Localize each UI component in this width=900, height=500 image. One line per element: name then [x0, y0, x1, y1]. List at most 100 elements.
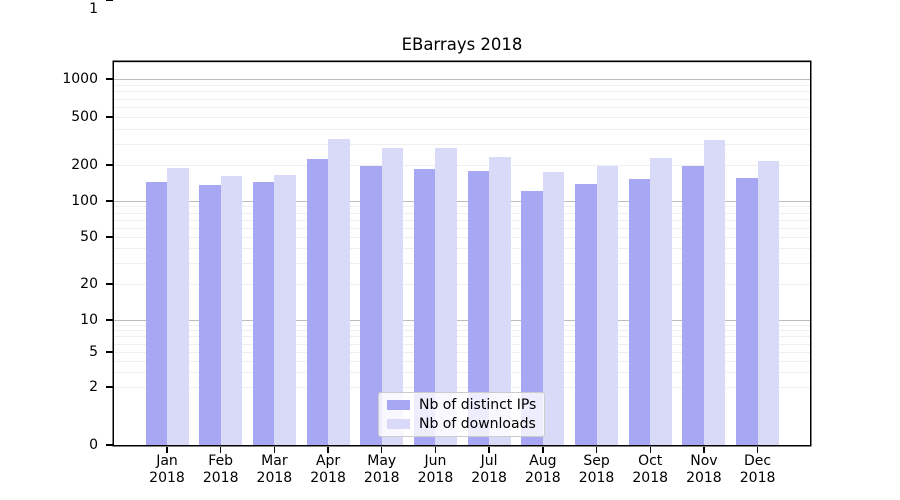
gridline-600 [114, 107, 810, 108]
gridline-60 [114, 227, 810, 229]
bar-oct-distinct-ips [628, 178, 651, 445]
bar-jul-downloads [489, 157, 511, 445]
bar-dec-downloads [757, 160, 780, 445]
x-tick-aug [542, 446, 544, 453]
x-tick-month-may: May [367, 453, 397, 469]
x-tick-year-feb: 2018 [202, 470, 239, 486]
y-tick-0 [106, 444, 113, 446]
bar-mar-downloads [274, 174, 296, 445]
x-tick-month-jan: Jan [156, 453, 178, 469]
gridline-900 [114, 84, 810, 86]
x-tick-dec [756, 446, 759, 453]
x-tick-month-jul: Jul [480, 453, 498, 469]
bar-mar-distinct-ips [252, 182, 275, 445]
x-tick-label-mar: Mar 2018 [242, 453, 306, 487]
x-tick-label-jul: Jul 2018 [457, 453, 521, 487]
x-tick-year-sep: 2018 [578, 470, 615, 486]
bar-aug-downloads [542, 171, 565, 445]
gridline-6 [114, 343, 810, 345]
x-tick-feb [219, 446, 222, 453]
x-tick-apr [327, 446, 329, 453]
x-tick-nov [703, 446, 705, 453]
gridline-80 [114, 212, 810, 214]
bar-jan-downloads [167, 167, 189, 445]
legend-swatch-distinct-ips [387, 400, 410, 410]
legend: Nb of distinct IPs Nb of downloads [378, 392, 545, 437]
bar-jan-distinct-ips [145, 182, 167, 445]
gridline-2 [114, 387, 810, 388]
gridline-40 [114, 248, 810, 250]
gridline-70 [114, 219, 810, 221]
gridline-3 [114, 371, 810, 373]
x-tick-label-oct: Oct 2018 [618, 453, 682, 487]
x-tick-label-sep: Sep 2018 [565, 453, 629, 487]
bar-apr-downloads [328, 138, 350, 445]
gridline-90 [114, 206, 810, 208]
x-tick-month-apr: Apr [315, 453, 341, 469]
x-tick-label-dec: Dec 2018 [726, 453, 790, 487]
y-tick-label-100: 100 [71, 193, 98, 209]
gridline-700 [114, 98, 810, 100]
x-tick-label-jan: Jan 2018 [135, 453, 199, 487]
x-tick-month-jun: Jun [424, 453, 447, 469]
gridline-4 [114, 360, 810, 362]
gridline-1000 [114, 79, 810, 80]
x-tick-year-dec: 2018 [739, 470, 776, 486]
x-tick-jun [434, 446, 437, 453]
gridline-300 [114, 143, 810, 145]
x-tick-label-nov: Nov 2018 [672, 453, 736, 487]
y-tick-5 [106, 351, 113, 353]
bar-sep-distinct-ips [575, 184, 597, 445]
gridline-30 [114, 263, 810, 265]
y-tick-label-1: 1 [89, 1, 98, 17]
x-tick-may [381, 446, 383, 453]
bar-may-downloads [381, 148, 404, 445]
gridline-9 [114, 324, 810, 326]
bar-nov-distinct-ips [682, 165, 704, 445]
x-tick-month-sep: Sep [583, 453, 610, 469]
y-tick-label-5: 5 [89, 344, 98, 360]
legend-label-distinct-ips: Nb of distinct IPs [419, 396, 537, 413]
x-tick-year-mar: 2018 [256, 470, 293, 486]
x-tick-label-aug: Aug 2018 [511, 453, 575, 487]
legend-item-distinct-ips: Nb of distinct IPs [387, 396, 537, 413]
bar-may-distinct-ips [360, 165, 382, 445]
x-tick-label-apr: Apr 2018 [296, 453, 360, 487]
y-tick-200 [106, 164, 113, 166]
bar-nov-downloads [703, 139, 726, 445]
chart-title: EBarrays 2018 [401, 35, 523, 54]
gridline-10 [114, 320, 810, 321]
legend-item-downloads: Nb of downloads [387, 415, 536, 432]
y-tick-10 [106, 319, 113, 321]
x-tick-mar [273, 446, 276, 453]
x-tick-month-mar: Mar [261, 453, 288, 469]
x-tick-jul [488, 446, 490, 453]
x-tick-year-jun: 2018 [417, 470, 454, 486]
bar-aug-distinct-ips [521, 190, 543, 445]
bar-feb-distinct-ips [199, 184, 221, 445]
x-tick-month-aug: Aug [529, 453, 557, 469]
y-tick-label-20: 20 [80, 276, 98, 292]
x-tick-month-feb: Feb [208, 453, 234, 469]
x-tick-year-nov: 2018 [686, 470, 722, 486]
x-tick-year-aug: 2018 [525, 470, 561, 486]
bar-sep-downloads [596, 165, 619, 445]
y-tick-100 [106, 200, 113, 202]
plot-area [114, 62, 810, 445]
y-tick-label-10: 10 [80, 312, 98, 328]
y-tick-1000 [106, 78, 113, 80]
y-tick-500 [106, 116, 113, 118]
x-tick-label-may: May 2018 [350, 453, 414, 487]
gridline-400 [114, 128, 810, 130]
legend-label-downloads: Nb of downloads [419, 415, 536, 432]
y-tick-2 [106, 386, 113, 388]
x-tick-month-dec: Dec [744, 453, 772, 469]
y-tick-label-2: 2 [89, 379, 98, 395]
x-tick-month-nov: Nov [690, 453, 718, 469]
y-tick-label-50: 50 [80, 229, 98, 245]
x-tick-label-jun: Jun 2018 [403, 453, 467, 487]
gridline-5 [114, 352, 810, 353]
bar-jun-downloads [435, 147, 457, 445]
gridline-8 [114, 330, 810, 332]
